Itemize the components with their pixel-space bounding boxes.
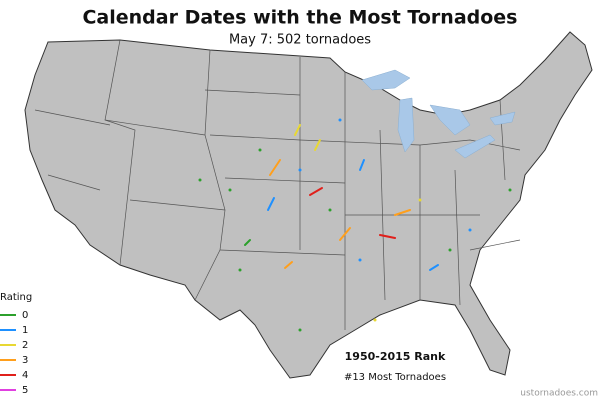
legend-label: 5 xyxy=(22,385,28,396)
legend-label: 3 xyxy=(22,355,28,366)
legend-label: 0 xyxy=(22,310,28,321)
legend-label: 1 xyxy=(22,325,28,336)
subtitle: May 7: 502 tornadoes xyxy=(229,33,371,48)
tornado-tracks xyxy=(244,124,439,271)
legend-title: Rating xyxy=(0,292,32,303)
great-lakes xyxy=(361,69,516,159)
legend-label: 2 xyxy=(22,340,28,351)
credit: ustornadoes.com xyxy=(520,389,598,399)
tornado-points xyxy=(198,118,512,332)
legend: Rating 0 1 2 3 4 5 xyxy=(0,292,32,396)
legend-label: 4 xyxy=(22,370,28,381)
rank-title: 1950-2015 Rank xyxy=(345,350,446,363)
rank-text: #13 Most Tornadoes xyxy=(344,372,446,383)
title: Calendar Dates with the Most Tornadoes xyxy=(82,7,517,29)
